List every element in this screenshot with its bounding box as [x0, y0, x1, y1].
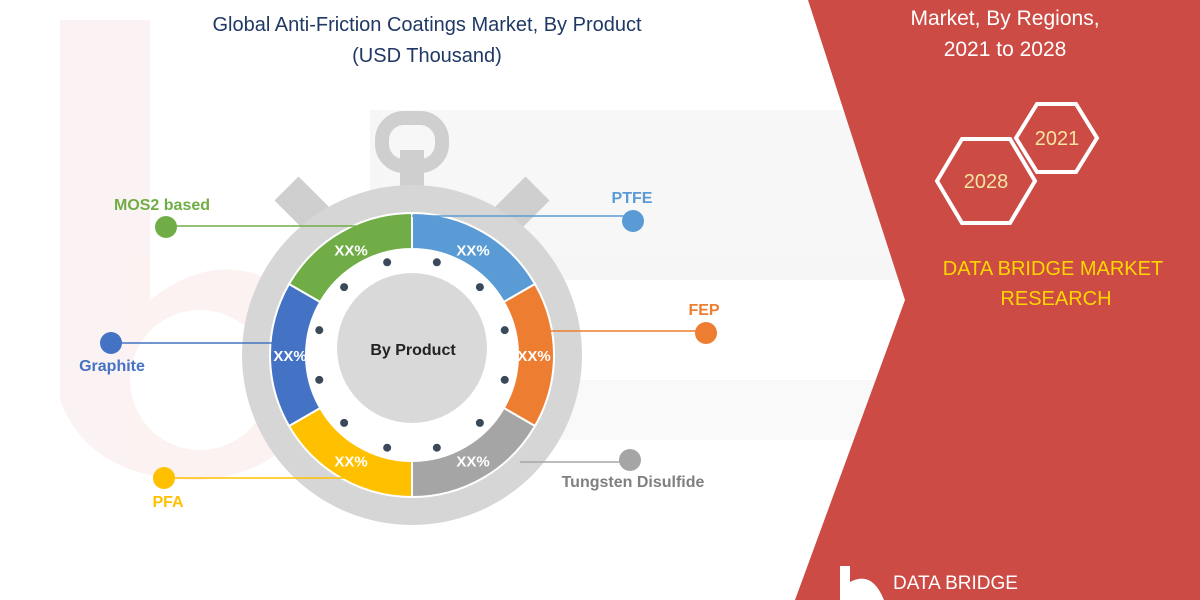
legend-label-mos2-based: MOS2 based: [114, 197, 210, 214]
stopwatch-crown: [375, 111, 449, 173]
brand-line1: DATA BRIDGE MARKET: [943, 258, 1163, 280]
brand-line2: RESEARCH: [1000, 288, 1111, 310]
hexagon-2021: [1013, 102, 1100, 174]
company-logo: DATA BRIDGE: [840, 566, 1018, 600]
legend-label-fep: FEP: [688, 302, 719, 319]
segment-label-mos2-based: XX%: [334, 242, 367, 259]
segment-label-pfa: XX%: [334, 454, 367, 471]
callout-dot-fep: [695, 322, 717, 344]
dial-dot: [315, 326, 324, 335]
dial-dot: [383, 443, 392, 452]
segment-label-graphite: XX%: [273, 348, 306, 365]
dial-dots: [315, 258, 509, 452]
dial-dot: [432, 258, 441, 267]
logo-mark: [840, 566, 884, 600]
callout-dot-mos2-based: [155, 216, 177, 238]
dial-dot: [500, 326, 509, 335]
center-disc: [337, 273, 487, 423]
hexagon-2028: [934, 137, 1038, 225]
callouts: PTFE FEP Tungsten Disulfide PFA Graphite MOS2…: [79, 190, 720, 511]
logo-text: DATA BRIDGE: [893, 573, 1018, 594]
dial-dot: [315, 375, 324, 384]
dial-dot: [340, 283, 349, 292]
dial-dot: [340, 418, 349, 427]
legend-label-ptfe: PTFE: [612, 190, 653, 207]
callout-dot-ptfe: [622, 210, 644, 232]
legend-label-tungsten-disulfide: Tungsten Disulfide: [562, 474, 705, 491]
segment-label-tungsten-disulfide: XX%: [456, 454, 489, 471]
chart-title-line1: Global Anti-Friction Coatings Market, By…: [212, 14, 642, 36]
callout-dot-pfa: [153, 467, 175, 489]
callout-dot-graphite: [100, 332, 122, 354]
dial-dot: [500, 375, 509, 384]
chart-title-line2: (USD Thousand): [352, 45, 502, 67]
callout-dot-tungsten-disulfide: [619, 449, 641, 471]
center-label: By Product: [370, 342, 456, 359]
dial-dot: [475, 283, 484, 292]
segment-label-ptfe: XX%: [456, 242, 489, 259]
segment-label-fep: XX%: [517, 348, 550, 365]
legend-label-pfa: PFA: [152, 494, 184, 511]
dial-dot: [475, 418, 484, 427]
hexagon-2021-label: 2021: [1035, 128, 1080, 150]
segment-labels: XX% XX% XX% XX% XX% XX%: [273, 242, 550, 470]
dial-dot: [383, 258, 392, 267]
dial-dot: [432, 443, 441, 452]
legend-label-graphite: Graphite: [79, 358, 145, 375]
red-panel: [795, 0, 1200, 600]
hexagon-2028-label: 2028: [964, 171, 1009, 193]
panel-title-line2: 2021 to 2028: [944, 38, 1067, 61]
panel-title-line1: Market, By Regions,: [910, 7, 1099, 30]
